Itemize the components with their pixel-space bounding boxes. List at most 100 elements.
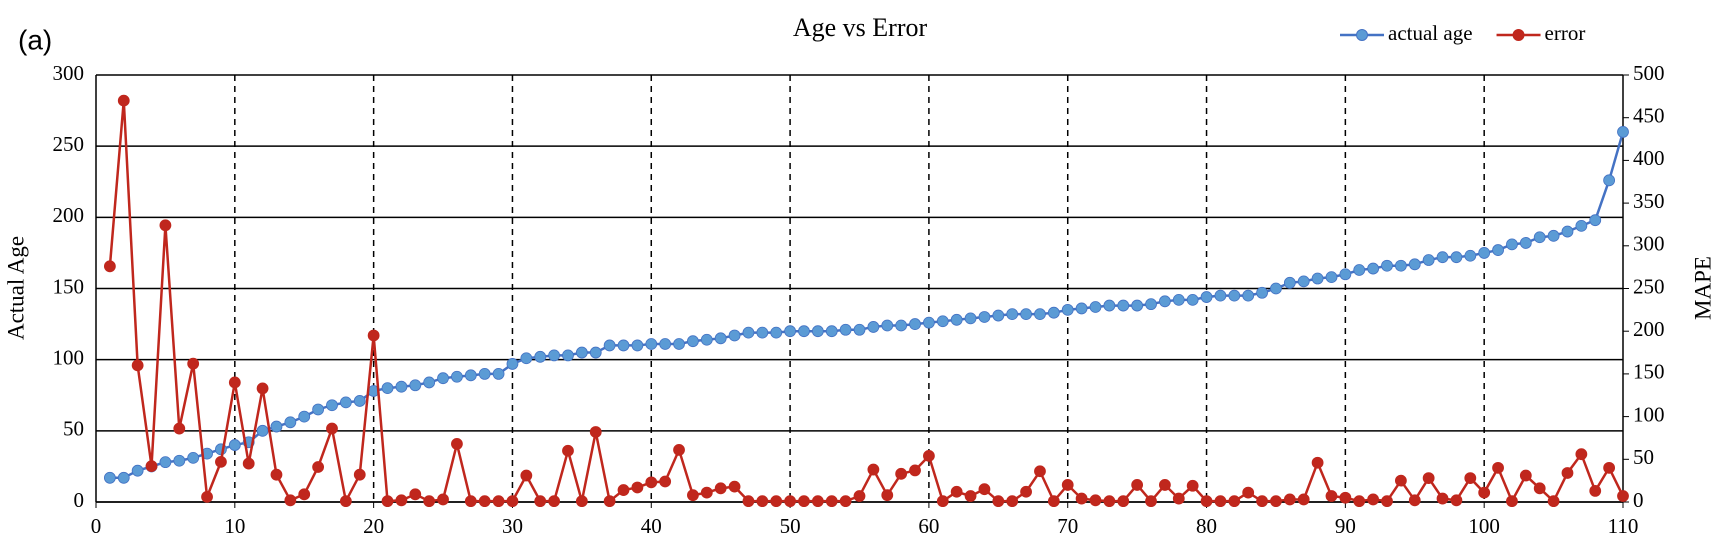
- point: [1256, 495, 1268, 508]
- point: [1103, 495, 1116, 508]
- point: [1394, 259, 1407, 272]
- point: [381, 382, 394, 395]
- y2-tick-label: 300: [1633, 232, 1665, 256]
- point: [1603, 174, 1616, 187]
- point: [575, 495, 588, 508]
- point: [673, 444, 685, 456]
- point: [395, 380, 408, 393]
- point: [659, 338, 672, 350]
- point: [1117, 495, 1130, 508]
- point: [339, 495, 352, 508]
- point: [506, 358, 519, 370]
- point: [1200, 495, 1213, 508]
- point: [825, 325, 838, 338]
- point: [117, 94, 130, 107]
- point: [353, 468, 366, 481]
- point: [270, 420, 283, 433]
- legend-marker: [1356, 29, 1368, 41]
- point: [700, 333, 713, 346]
- point: [1422, 254, 1435, 266]
- point: [1367, 262, 1380, 275]
- y2-tick-label: 250: [1633, 274, 1665, 298]
- point: [1020, 485, 1032, 498]
- point: [881, 489, 894, 502]
- point: [1422, 472, 1435, 484]
- point: [187, 451, 200, 464]
- point: [714, 332, 727, 345]
- point: [936, 495, 949, 508]
- point: [492, 367, 505, 380]
- point: [978, 311, 991, 323]
- point: [1103, 299, 1116, 312]
- point: [451, 438, 463, 450]
- x-tick-label: 90: [1335, 514, 1356, 538]
- y-tick-label: 0: [74, 488, 85, 512]
- point: [1283, 276, 1296, 289]
- point: [1145, 495, 1157, 508]
- point: [1270, 282, 1282, 295]
- x-tick-label: 10: [224, 514, 245, 538]
- point: [1172, 293, 1185, 306]
- point: [326, 399, 338, 412]
- x-tick-label: 20: [363, 514, 384, 538]
- point: [687, 335, 699, 348]
- x-tick-label: 0: [91, 514, 102, 538]
- point: [131, 464, 144, 477]
- point: [839, 495, 852, 508]
- point: [895, 467, 908, 480]
- point: [1186, 293, 1199, 306]
- point: [811, 495, 824, 508]
- chart-title: Age vs Error: [793, 13, 928, 42]
- point: [1339, 268, 1352, 281]
- y2-axis-label: MAPE: [1690, 256, 1715, 320]
- point: [839, 323, 852, 336]
- point: [145, 460, 158, 473]
- point: [103, 260, 116, 273]
- point: [1228, 495, 1241, 508]
- y2-tick-label: 150: [1633, 360, 1665, 384]
- y-tick-label: 150: [53, 274, 85, 298]
- point: [1270, 495, 1282, 508]
- point: [659, 475, 672, 488]
- point: [687, 489, 699, 502]
- point: [950, 313, 963, 326]
- point: [1034, 465, 1046, 478]
- point: [1547, 229, 1560, 242]
- point: [381, 495, 394, 508]
- point: [589, 346, 602, 359]
- point: [728, 480, 741, 493]
- point: [1131, 299, 1144, 312]
- point: [992, 495, 1005, 508]
- point: [1519, 237, 1532, 249]
- point: [173, 454, 186, 467]
- point: [589, 426, 602, 438]
- point: [256, 424, 269, 437]
- point: [423, 376, 436, 389]
- point: [1159, 295, 1171, 308]
- y2-tick-label: 450: [1633, 104, 1665, 128]
- y2-tick-label: 100: [1633, 402, 1665, 426]
- point: [187, 357, 200, 370]
- point: [756, 326, 769, 339]
- x-tick-label: 70: [1057, 514, 1078, 538]
- point: [228, 376, 241, 389]
- point: [909, 464, 921, 477]
- legend-marker: [1512, 29, 1525, 41]
- point: [520, 469, 533, 482]
- point: [548, 349, 560, 362]
- point: [1242, 289, 1255, 302]
- point: [909, 318, 921, 330]
- point: [409, 379, 422, 392]
- legend-label: actual age: [1388, 21, 1473, 45]
- point: [1575, 219, 1588, 232]
- point: [159, 456, 172, 469]
- point: [1547, 495, 1560, 508]
- y2-tick-label: 50: [1633, 445, 1654, 469]
- x-tick-label: 80: [1196, 514, 1217, 538]
- point: [1089, 301, 1102, 313]
- point: [1200, 291, 1213, 303]
- point: [1325, 490, 1338, 502]
- point: [1297, 275, 1310, 288]
- point: [1186, 479, 1199, 492]
